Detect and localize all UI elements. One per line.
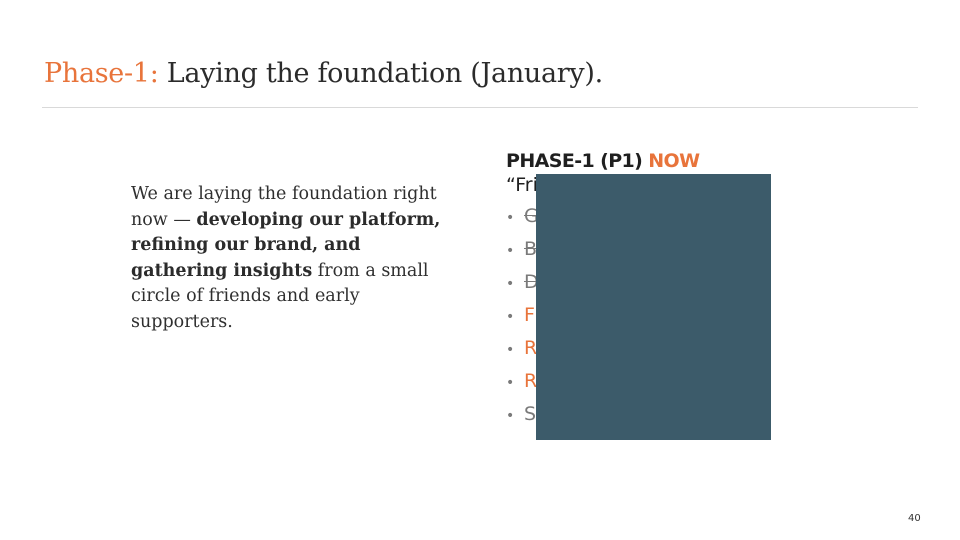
redaction-box	[536, 174, 771, 440]
title-divider	[42, 107, 918, 108]
phase-now-label: NOW	[648, 150, 700, 172]
body-bold: developing our platform, refining our br…	[131, 209, 441, 281]
bullet-icon: •	[506, 375, 515, 391]
list-item-text: D	[524, 271, 539, 293]
slide-title-accent: Phase-1:	[44, 58, 159, 89]
phase-heading-prefix: PHASE-1 (P1)	[506, 150, 649, 172]
bullet-icon: •	[506, 309, 515, 325]
phase-panel: PHASE-1 (P1) NOW “Fri • G • B • D • F • R • R …	[506, 150, 806, 431]
phase-heading: PHASE-1 (P1) NOW	[506, 150, 806, 172]
body-paragraph: We are laying the foundation right now —…	[131, 182, 451, 335]
bullet-icon: •	[506, 408, 515, 424]
list-item-text: R	[524, 337, 538, 359]
bullet-icon: •	[506, 342, 515, 358]
bullet-icon: •	[506, 210, 515, 226]
list-item-text: S	[524, 403, 537, 425]
phase-list: • G • B • D • F • R • R • S	[506, 200, 806, 431]
list-item: • R	[506, 332, 806, 365]
body-intro: We are laying the foundation right now —	[131, 184, 437, 230]
list-item-text: G	[524, 205, 539, 227]
slide-title-text: Laying the foundation (January).	[158, 58, 603, 89]
list-item-text: R	[524, 370, 538, 392]
body-outro: from a small circle of friends and early…	[131, 260, 429, 332]
page-number: 40	[908, 513, 921, 524]
phase-quote: “Fri	[506, 174, 538, 196]
list-item: • F	[506, 299, 806, 332]
list-item: • D	[506, 266, 806, 299]
list-item-text: B	[524, 238, 538, 260]
list-item: • S	[506, 398, 806, 431]
list-item: • G	[506, 200, 806, 233]
list-item: • B	[506, 233, 806, 266]
slide-title: Phase-1: Laying the foundation (January)…	[44, 58, 603, 89]
bullet-icon: •	[506, 243, 515, 259]
bullet-icon: •	[506, 276, 515, 292]
list-item-text: F	[524, 304, 535, 326]
list-item: • R	[506, 365, 806, 398]
